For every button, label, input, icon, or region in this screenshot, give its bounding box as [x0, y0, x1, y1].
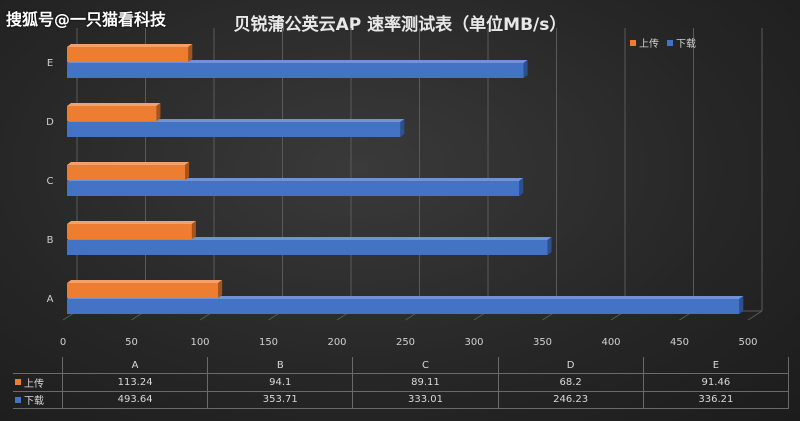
bar-upload: [67, 162, 190, 180]
y-category-label: E: [47, 58, 53, 69]
bar-upload-side: [218, 280, 223, 298]
data-table-row-upload: 上传 113.24 94.1 89.11 68.2 91.46: [13, 373, 790, 392]
bar-upload: [67, 103, 161, 121]
legend-label-download: 下载: [676, 39, 696, 50]
bar-download-side: [739, 296, 744, 314]
data-table-cell: 68.2: [497, 373, 644, 392]
data-table-row-label: 下载: [13, 390, 63, 410]
bar-upload-top: [67, 280, 223, 283]
y-category-label: B: [47, 235, 54, 246]
data-table-header: E: [642, 357, 790, 375]
data-table-cell: 113.24: [61, 373, 209, 392]
bar-download-front: [67, 181, 520, 196]
bar-upload-top: [67, 103, 161, 106]
bar-upload-front: [67, 224, 192, 239]
bar-upload-front: [67, 47, 189, 62]
data-table-header: B: [207, 357, 354, 375]
legend-swatch-download: [667, 39, 673, 46]
legend-swatch-upload: [630, 39, 636, 46]
x-tick-label: 500: [738, 337, 757, 348]
data-table: A B C D E 上传 113.24 94.1 89.11 68.2 91.4…: [13, 357, 790, 410]
x-tick-label: 0: [60, 337, 66, 348]
bar-upload-front: [67, 106, 157, 121]
x-tick-label: 350: [533, 337, 552, 348]
x-tick-label: 200: [327, 337, 346, 348]
gridline-floor: [747, 310, 763, 321]
bar-upload: [67, 221, 196, 239]
bar-download: [67, 119, 405, 137]
data-table-header: D: [497, 357, 644, 375]
data-table-header: C: [352, 357, 499, 375]
row-swatch-download: [15, 396, 21, 403]
data-table-row-download: 下载 493.64 353.71 333.01 246.23 336.21: [13, 390, 790, 410]
y-category-label: C: [47, 176, 54, 187]
bar-upload-side: [156, 103, 161, 121]
legend-item-download: 下载: [667, 35, 696, 50]
bar-download: [67, 296, 744, 314]
data-table-cell: 336.21: [642, 390, 790, 410]
data-table-cell: 246.23: [497, 390, 644, 410]
x-tick-label: 400: [601, 337, 620, 348]
data-table-cell: 353.71: [207, 390, 354, 410]
bar-download-side: [523, 60, 528, 78]
row-label-download: 下载: [24, 396, 44, 408]
bar-download: [67, 178, 524, 196]
bar-download: [67, 237, 552, 255]
bar-download-top: [67, 296, 744, 299]
bar-download-side: [519, 178, 524, 196]
bar-upload-top: [67, 221, 196, 224]
bar-download-side: [547, 237, 552, 255]
bar-download-side: [400, 119, 405, 137]
y-category-label: A: [47, 294, 54, 305]
data-table-cell: 94.1: [207, 373, 354, 392]
watermark: 搜狐号@一只猫看科技: [6, 10, 167, 29]
x-tick-label: 250: [396, 337, 415, 348]
x-tick-label: 150: [259, 337, 278, 348]
x-tick-label: 50: [125, 337, 138, 348]
data-table-header-row: A B C D E: [13, 357, 790, 375]
legend: 上传 下载: [630, 35, 696, 50]
data-table-corner: [13, 357, 63, 375]
bar-upload-top: [67, 162, 190, 165]
x-tick-label: 100: [190, 337, 209, 348]
bar-download-front: [67, 63, 524, 78]
data-table-header: A: [61, 357, 209, 375]
row-swatch-upload: [15, 379, 21, 386]
data-table-cell: 89.11: [352, 373, 499, 392]
bar-upload: [67, 280, 223, 298]
bar-download-front: [67, 240, 548, 255]
bar-download-front: [67, 299, 740, 314]
x-tick-label: 300: [464, 337, 483, 348]
bar-upload-side: [185, 162, 190, 180]
bar-upload: [67, 44, 193, 62]
data-table-cell: 91.46: [642, 373, 790, 392]
legend-item-upload: 上传: [630, 35, 659, 50]
data-table-cell: 333.01: [352, 390, 499, 410]
chart-title: 贝锐蒲公英云AP 速率测试表（单位MB/s）: [233, 15, 567, 35]
bar-upload-front: [67, 283, 219, 298]
legend-label-upload: 上传: [639, 39, 659, 50]
bar-upload-front: [67, 165, 186, 180]
bar-upload-side: [191, 221, 196, 239]
bar-upload-top: [67, 44, 193, 47]
data-table-row-label: 上传: [13, 373, 63, 392]
data-table-cell: 493.64: [61, 390, 209, 410]
bar-upload-side: [188, 44, 193, 62]
bar-download: [67, 60, 528, 78]
x-tick-label: 450: [670, 337, 689, 348]
row-label-upload: 上传: [24, 378, 44, 390]
y-category-label: D: [46, 117, 54, 128]
bar-download-front: [67, 122, 401, 137]
